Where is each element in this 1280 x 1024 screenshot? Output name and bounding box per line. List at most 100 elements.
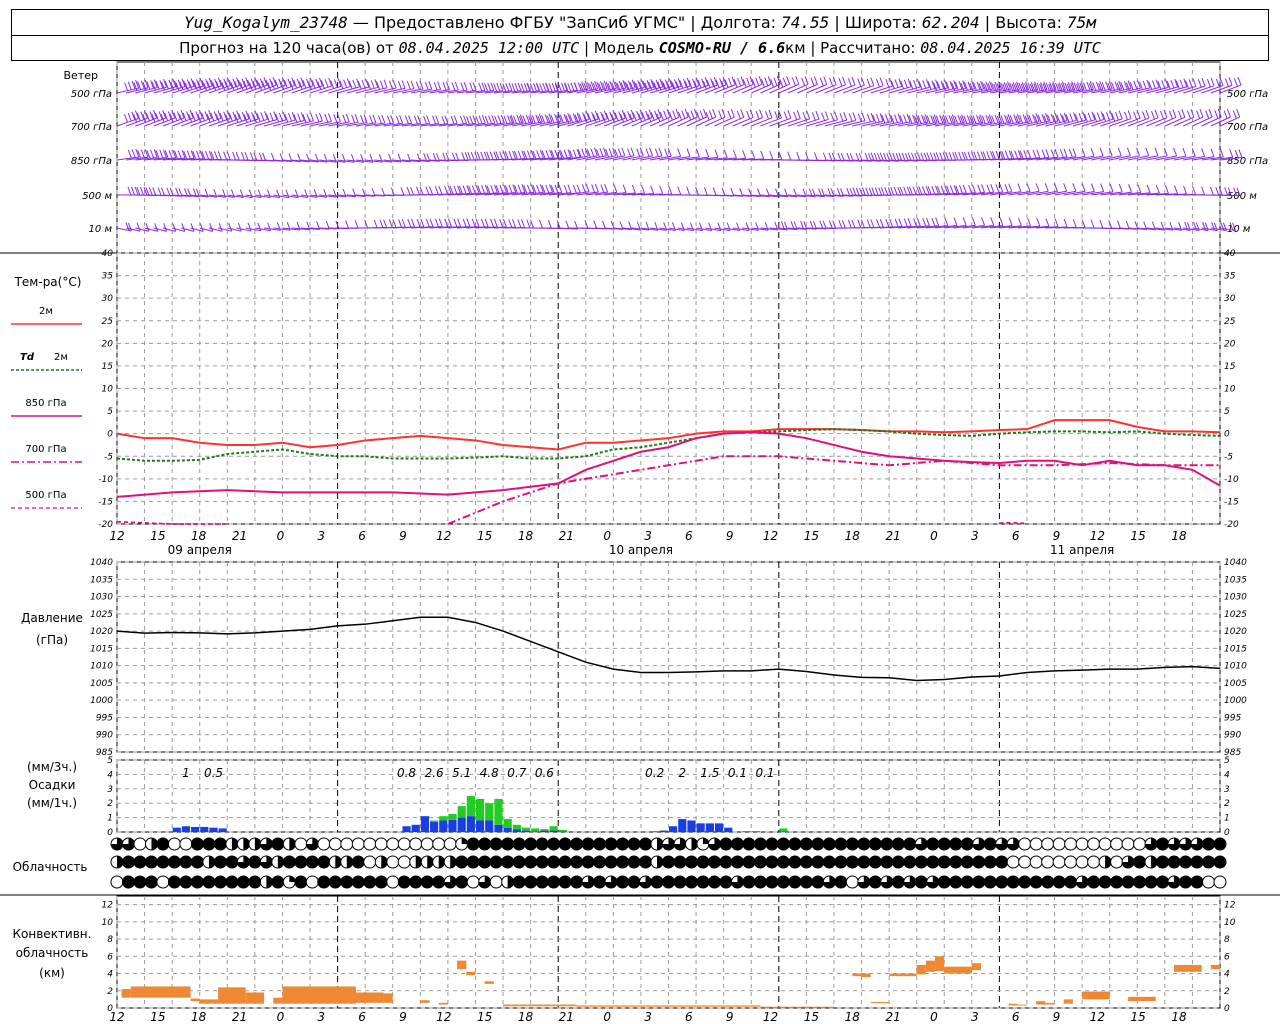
wind-barb-staff — [530, 121, 552, 127]
y-tick-label-right: 5 — [1224, 407, 1230, 417]
precip-rain-bar — [475, 820, 485, 832]
wind-barb-flag — [627, 148, 632, 157]
wind-barb-flag — [998, 114, 1003, 123]
wind-barb-flag — [994, 81, 999, 91]
wind-barb-flag — [287, 78, 292, 87]
wind-barb-staff — [319, 121, 341, 127]
wind-barb-staff — [558, 156, 581, 161]
wind-barb-flag — [512, 184, 517, 193]
wind-barb-flag — [328, 77, 333, 87]
cloud-cover-symbol — [443, 837, 457, 851]
wind-barb-flag — [357, 80, 362, 90]
cloud-cover-symbol — [926, 855, 940, 869]
wind-barb-flag — [406, 186, 411, 196]
cloud-cover-symbol — [190, 837, 204, 851]
wind-barb-flag — [581, 81, 586, 90]
wind-barb-flag — [491, 114, 496, 124]
precip-snow-bar — [779, 828, 788, 832]
wind-barb-staff — [1210, 227, 1227, 232]
wind-barb-staff — [392, 88, 415, 94]
y-tick-label-left: 1030 — [90, 593, 113, 603]
precip-snow-bar — [448, 814, 457, 820]
wind-barb-flag — [1201, 186, 1206, 195]
wind-barb-flag — [201, 80, 206, 89]
precip-snow-bar — [512, 824, 521, 830]
y-tick-label-left: 0 — [107, 1004, 113, 1014]
wind-barb-staff — [521, 191, 544, 196]
wind-barb-staff — [254, 84, 277, 94]
wind-barb-flag — [1076, 83, 1080, 93]
wind-barb-flag — [926, 152, 931, 161]
wind-barb-staff — [594, 117, 617, 127]
wind-barb-flag — [170, 81, 175, 91]
wind-barb-staff — [1155, 193, 1178, 196]
wind-barb-staff — [346, 122, 368, 127]
wind-barb-flag — [150, 80, 155, 89]
wind-barb-flag — [1201, 77, 1206, 87]
wind-barb-flag — [530, 184, 535, 193]
y-tick-label-right: 5 — [1224, 756, 1230, 766]
wind-barb-flag — [1027, 149, 1032, 159]
wind-barb-flag — [481, 115, 486, 124]
wind-barb-flag — [981, 217, 986, 226]
wind-barb-flag — [836, 188, 841, 197]
wind-barb-flag — [805, 152, 810, 161]
wind-barb-flag — [254, 77, 259, 86]
precip-total-label: 0.1 — [728, 766, 747, 780]
y-tick-label-right: 2 — [1224, 799, 1230, 809]
wind-barb-staff — [181, 117, 203, 127]
wind-barb-staff — [1054, 119, 1077, 127]
x-hour-label: 6 — [358, 529, 366, 543]
cloud-cover-symbol — [558, 855, 572, 869]
wind-barb-flag — [1019, 150, 1024, 159]
wind-barb-flag — [345, 113, 350, 123]
wind-barb-flag — [187, 188, 192, 197]
wind-barb-flag — [423, 153, 428, 162]
wind-barb-flag — [1173, 147, 1178, 157]
wind-barb-staff — [732, 227, 750, 231]
wind-barb-flag — [1010, 150, 1015, 160]
wind-barb-staff — [732, 194, 752, 197]
wind-barb-flag — [962, 217, 967, 226]
convective-cloud-bar — [130, 986, 191, 998]
wind-barb-flag — [646, 79, 651, 89]
wind-barb-staff — [668, 85, 691, 94]
wind-barb-flag — [777, 109, 782, 119]
temp-line-t2m — [116, 419, 1221, 451]
wind-barb-flag — [1224, 78, 1229, 87]
cloud-cover-symbol — [1075, 855, 1089, 869]
wind-barb-staff — [962, 224, 985, 229]
convective-cloud-bar — [355, 992, 384, 1003]
wind-barb-flag — [265, 113, 270, 122]
latitude-label: | Широта: — [829, 13, 922, 32]
wind-barb-flag — [1020, 83, 1025, 93]
wind-barb-flag — [441, 115, 446, 125]
wind-barb-staff — [585, 155, 607, 161]
wind-barb-flag — [982, 151, 987, 160]
wind-barb-staff — [300, 227, 320, 230]
y-tick-label-left: 4 — [107, 970, 113, 980]
wind-barb-flag — [903, 114, 907, 123]
wind-barb-flag — [497, 115, 502, 124]
wind-barb-staff — [144, 86, 167, 94]
cloud-cover-symbol — [420, 837, 434, 851]
wind-barb-flag — [602, 82, 606, 91]
wind-barb-staff — [172, 157, 195, 161]
wind-barb-flag — [1228, 77, 1233, 86]
wind-barb-flag — [629, 82, 634, 91]
wind-barb-flag — [688, 79, 693, 89]
cloud-cover-symbol — [696, 875, 710, 889]
precip-rain-bar — [531, 831, 540, 832]
precip-title: Осадки — [29, 778, 76, 792]
wind-barb-flag — [370, 80, 375, 89]
wind-barb-staff — [1146, 155, 1168, 161]
wind-barb-flag — [941, 116, 946, 125]
wind-barb-flag — [1206, 78, 1211, 88]
x-hour-label-bottom: 21 — [559, 1010, 574, 1024]
wind-barb-flag — [872, 114, 877, 124]
wind-barb-flag — [159, 149, 164, 159]
wind-barb-flag — [1151, 80, 1156, 89]
legend-td2m-label: 2м — [54, 352, 68, 363]
cloud-cover-symbol — [972, 855, 986, 869]
wind-barb-flag — [590, 81, 595, 90]
